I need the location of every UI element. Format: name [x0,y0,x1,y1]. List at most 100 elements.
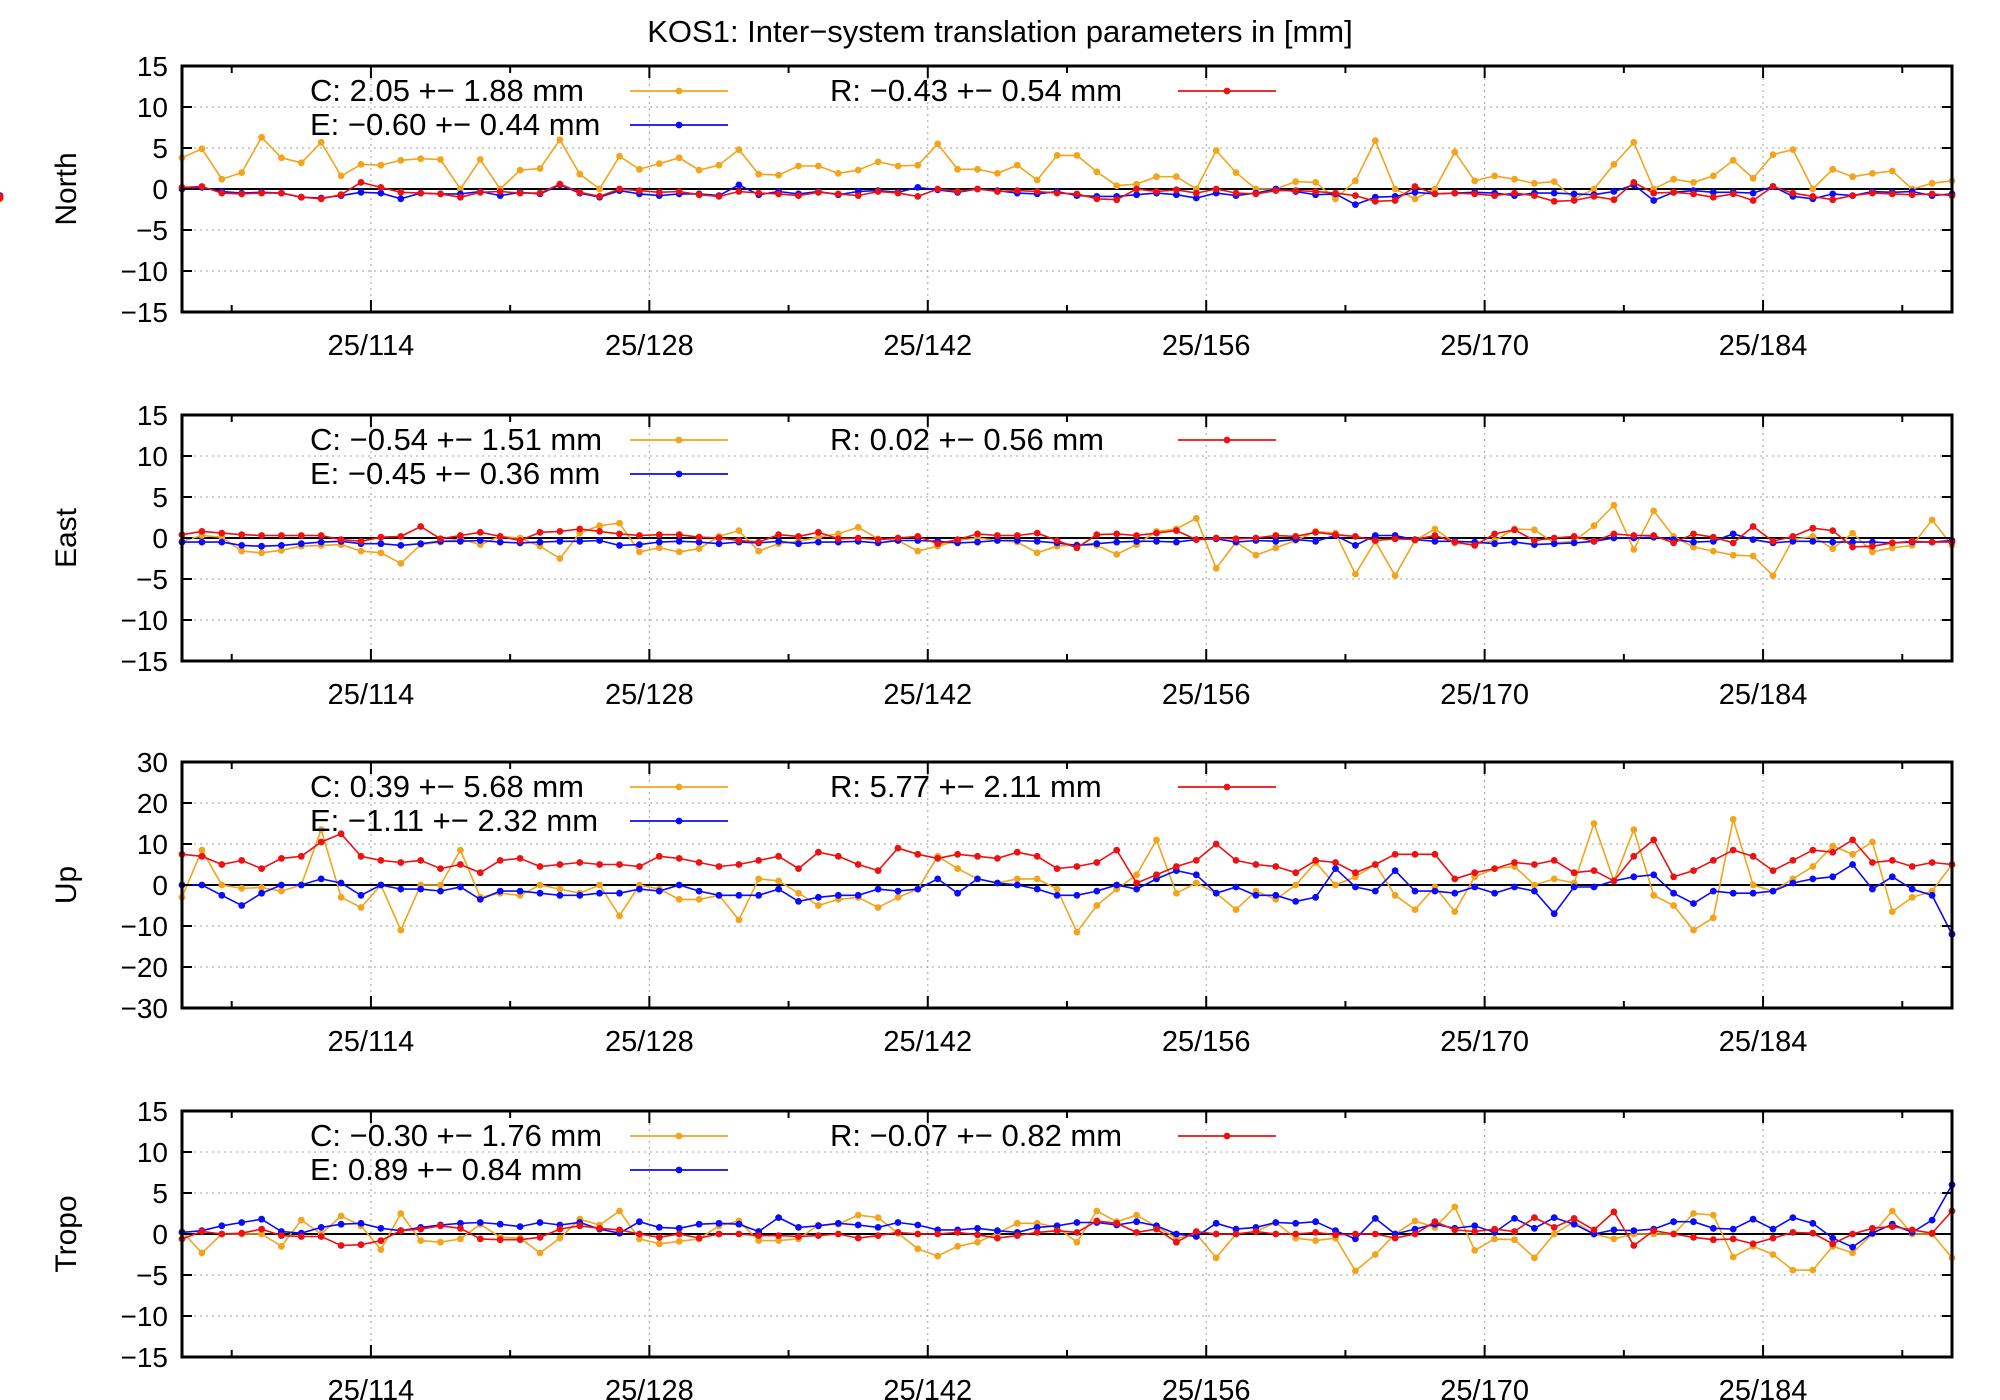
north-series-C-point [556,136,564,144]
east-series-R-point [1013,532,1021,539]
up-ytick-label: 0 [152,870,168,901]
north-series-R-point [536,189,544,197]
north-series-C-point [1928,179,1936,187]
north-series-R-point [675,188,683,195]
up-legend-C-marker [675,783,683,791]
east-legend-R-text: R: 0.02 +− 0.56 mm [830,422,1104,457]
tropo-series-E-point [1033,1224,1041,1231]
north-series-R-point [278,189,285,197]
up-series-C-point [1630,826,1638,833]
tropo-series-R-point [1570,1215,1578,1222]
east-series-C-point [695,545,703,553]
up-series-E-point [238,902,246,909]
up-series-C-point [1829,842,1837,850]
up-series-E-point [357,891,365,899]
up-series-E-point [854,891,862,899]
east-xtick-label: 25/114 [328,679,415,711]
tropo-series-R-point [1789,1229,1797,1236]
tropo-series-C-point [914,1245,922,1253]
north-series-C-point [1531,179,1538,187]
tropo-series-C-point [337,1212,345,1220]
east-series-E-point [297,540,305,548]
tropo-series-E-point [1749,1215,1757,1223]
east-series-R-point [1690,530,1697,538]
up-series-R-point [357,852,365,860]
east-legend-E-text: E: −0.45 +− 0.36 mm [310,456,600,491]
north-series-R-point [1709,193,1717,201]
east-series-R-point [1928,538,1936,546]
east-series-R-point [1073,544,1081,552]
tropo-series-R-point [218,1230,226,1238]
tropo-series-C-point [1769,1251,1777,1258]
tropo-series-E-point [357,1219,365,1227]
north-series-C-point [198,145,206,153]
north-series-R-point [1531,192,1538,200]
up-series-R-point [735,861,743,868]
up-series-E-point [1133,885,1140,893]
east-series-R-point [1153,529,1160,537]
east-series-R-point [397,533,405,540]
tropo-series-E-point [1073,1219,1081,1226]
up-series-E-point [1928,891,1936,899]
tropo-xtick-label: 25/184 [1719,1375,1808,1400]
up-series-E-point [994,879,1001,887]
up-series-C-point [317,826,325,833]
tropo-series-C-point [616,1207,623,1215]
east-series-C-point [735,527,743,534]
up-series-R-point [1292,869,1300,877]
tropo-series-R-point [874,1232,882,1239]
tropo-legend-E-text: E: 0.89 +− 0.84 mm [310,1152,582,1187]
up-ytick-label: −30 [121,993,169,1024]
east-series-E-point [1789,537,1797,545]
up-series-E-point [198,881,206,889]
up-series-E-point [1829,873,1837,881]
up-series-R-point [1352,869,1359,877]
up-series-R-point [1033,852,1041,860]
tropo-series-R-point [258,1225,265,1233]
up-series-C-point [954,865,961,872]
north-series-R-point [1829,196,1837,204]
up-series-R-point [1093,859,1101,866]
tropo-series-E-point [457,1219,464,1227]
north-series-R-point [1013,187,1021,195]
tropo-series-R-point [1511,1228,1518,1235]
tropo-series-R-point [238,1229,246,1237]
up-series-C-point [536,881,544,889]
tropo-series-R-point [377,1237,385,1244]
up-series-R-point [536,863,544,870]
up-series-C-point [1749,881,1757,889]
tropo-series-R-point [616,1226,623,1234]
up-series-R-point [894,844,902,852]
tropo-series-R-point [1352,1230,1359,1238]
east-series-R-point [536,528,544,536]
east-series-R-point [715,534,723,542]
tropo-series-R-point [1371,1230,1379,1238]
up-series-E-point [397,885,405,893]
tropo-series-R-point [775,1232,782,1239]
up-series-E-point [795,898,802,905]
east-series-C-point [854,523,862,531]
north-series-R-point [556,180,564,188]
north-series-R-point [337,191,345,199]
up-ytick-label: 20 [137,788,168,819]
up-series-R-point [1590,867,1598,874]
tropo-series-R-point [815,1232,822,1239]
tropo-series-E-point [1670,1218,1677,1226]
north-series-C-point [1849,173,1856,181]
north-series-C-point [1829,165,1837,173]
north-series-R-point [1809,193,1817,200]
north-series-R-point [1888,190,1896,198]
north-series-R-point [1570,197,1578,204]
east-series-E-point [616,542,623,549]
north-series-R-point [1650,189,1658,197]
up-series-E-point [1908,885,1916,893]
north-series-C-point [1391,185,1399,193]
north-series-C-point [317,138,325,146]
tropo-series-E-point [1570,1220,1578,1228]
north-series-E-point [357,188,365,196]
north-series-R-point [735,188,743,195]
north-series-C-point [258,133,265,141]
east-series-R-point [1033,529,1041,537]
north-series-C-point [1371,137,1379,145]
up-series-E-point [1590,883,1598,891]
